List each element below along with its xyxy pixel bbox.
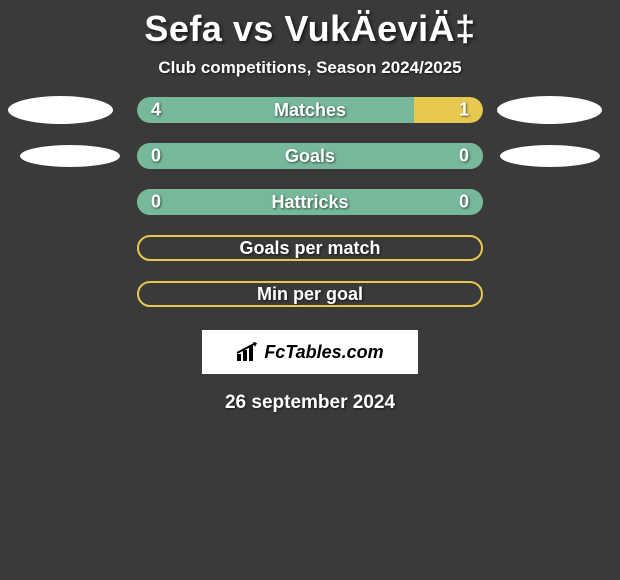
logo-box: FcTables.com [202,330,418,374]
stat-bar: Goals 0 0 [137,143,483,169]
bar-right-fill [310,143,483,169]
stat-label: Hattricks [271,192,348,213]
player-oval-left [8,96,113,124]
stat-value-right: 0 [459,146,469,167]
stat-row: Matches 4 1 [0,96,620,124]
stat-value-left: 0 [151,146,161,167]
logo-chart-icon [236,342,260,362]
stat-row: Goals 0 0 [0,142,620,170]
bar-right-fill [414,97,483,123]
player-oval-right [500,145,600,167]
comparison-card: Sefa vs VukÄeviÄ‡ Club competitions, Sea… [0,0,620,414]
stat-value-left: 4 [151,100,161,121]
logo-text: FcTables.com [264,342,383,363]
stat-row: Hattricks 0 0 [0,188,620,216]
stat-bar: Goals per match [137,235,483,261]
stat-row: Min per goal [0,280,620,308]
stat-label: Goals [285,146,335,167]
page-title: Sefa vs VukÄeviÄ‡ [0,0,620,52]
player-oval-left [20,145,120,167]
stats-rows: Matches 4 1 Goals 0 0 Hattricks 0 0 Goals per mat… [0,96,620,308]
stat-bar: Hattricks 0 0 [137,189,483,215]
player-oval-right [497,96,602,124]
page-subtitle: Club competitions, Season 2024/2025 [0,52,620,96]
stat-label: Goals per match [239,238,380,259]
stat-row: Goals per match [0,234,620,262]
stat-value-right: 1 [459,100,469,121]
stat-value-left: 0 [151,192,161,213]
stat-value-right: 0 [459,192,469,213]
date-label: 26 september 2024 [0,392,620,414]
stat-bar: Matches 4 1 [137,97,483,123]
stat-bar: Min per goal [137,281,483,307]
stat-label: Min per goal [257,284,363,305]
stat-label: Matches [274,100,346,121]
